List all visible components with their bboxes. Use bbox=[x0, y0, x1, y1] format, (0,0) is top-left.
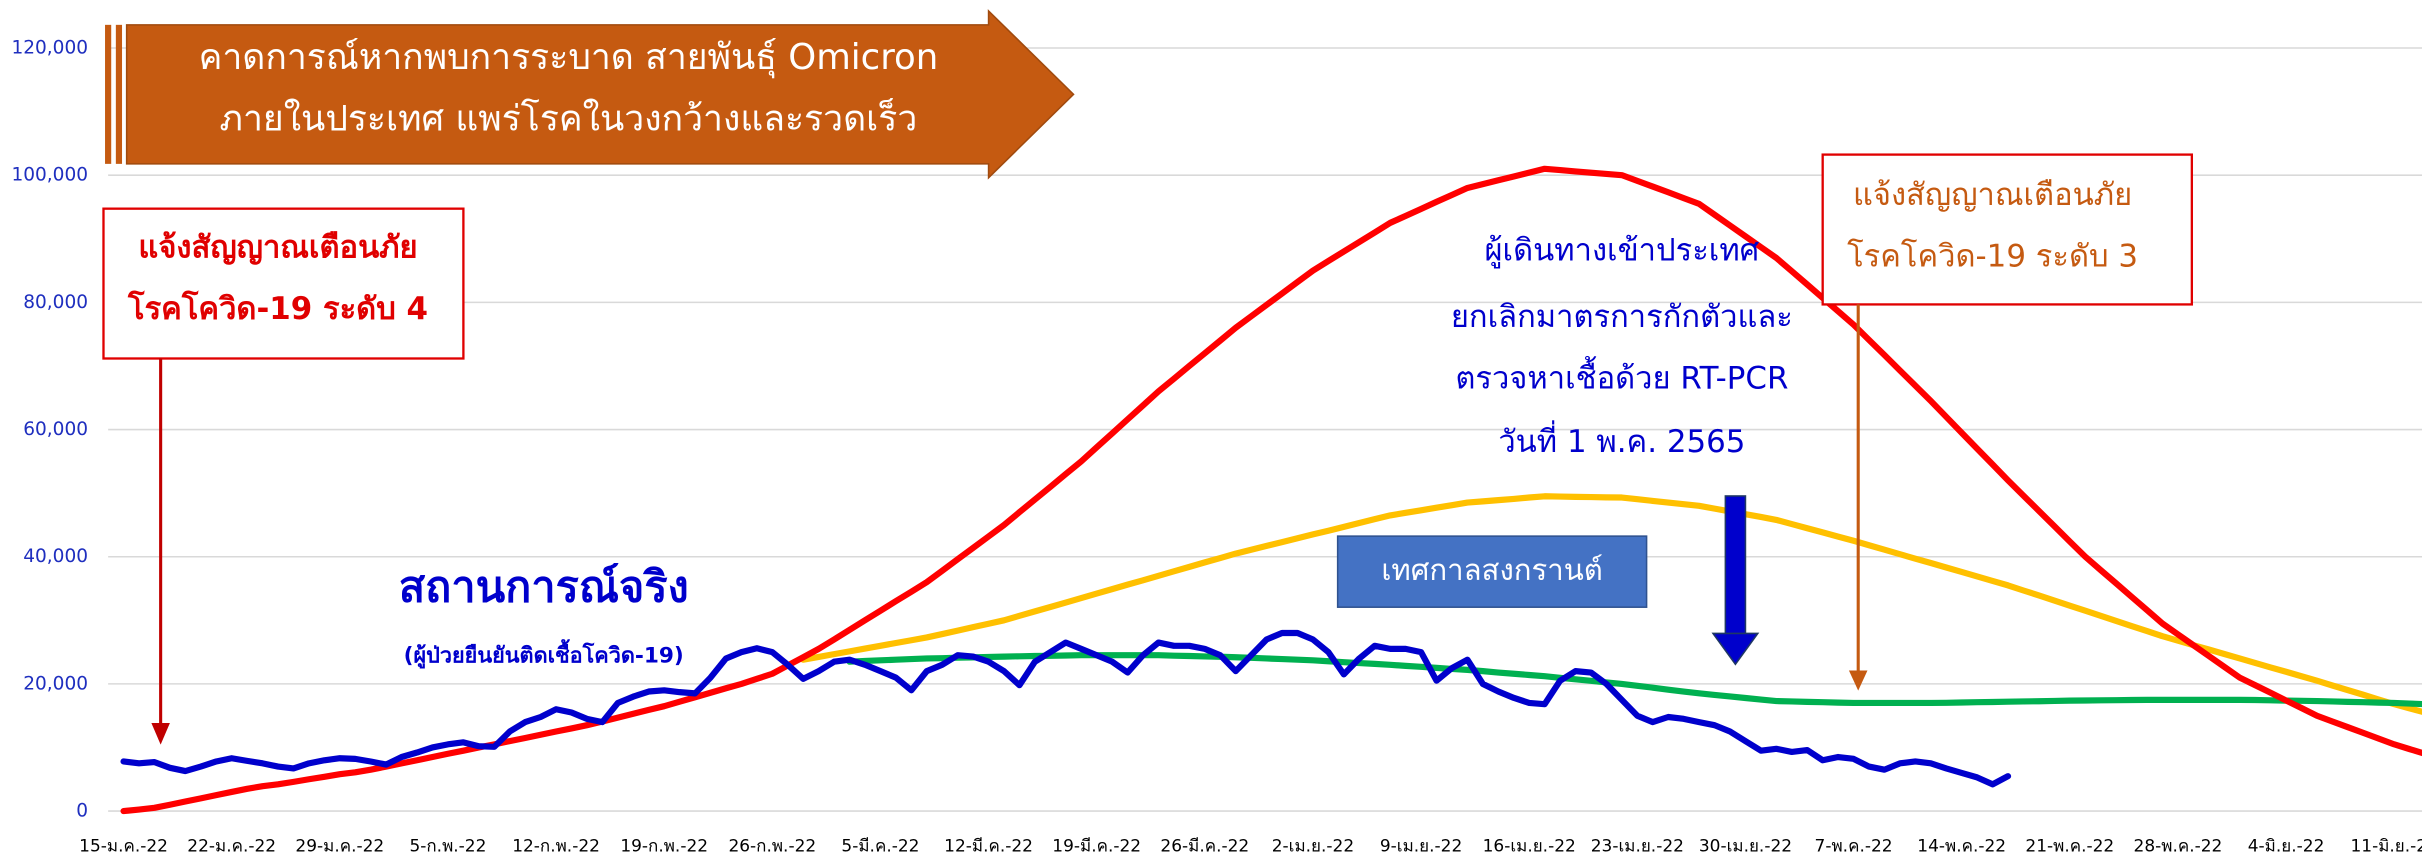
series-line bbox=[846, 652, 2422, 708]
x-tick-label: 15-ม.ค.-22 bbox=[79, 837, 168, 856]
alert-level-3: แจ้งสัญญาณเตือนภัย โรคโควิด-19 ระดับ 3 bbox=[1821, 153, 2194, 691]
x-tick-label: 28-พ.ค.-22 bbox=[2134, 837, 2223, 856]
y-tick-label: 0 bbox=[76, 801, 88, 822]
annotation: โรคโควิด-19 ระดับ 3 bbox=[1847, 239, 2138, 275]
down-arrow bbox=[1711, 495, 1760, 666]
arrow-head bbox=[151, 723, 170, 745]
x-tick-label: 16-เม.ย.-22 bbox=[1483, 837, 1576, 856]
x-tick-label: 9-เม.ย.-22 bbox=[1380, 837, 1462, 856]
y-tick-label: 60,000 bbox=[23, 419, 88, 440]
y-tick-label: 80,000 bbox=[23, 292, 88, 313]
banner-bar bbox=[105, 24, 112, 164]
series-line bbox=[120, 629, 2012, 788]
title-banner: คาดการณ์หากพบการระบาด สายพันธุ์ Omicron … bbox=[105, 9, 1075, 180]
annotation: (ผู้ป่วยยืนยันติดเชื้อโควิด-19) bbox=[404, 639, 684, 670]
x-tick-label: 22-ม.ค.-22 bbox=[187, 837, 276, 856]
x-tick-label: 11-มิ.ย.-22 bbox=[2350, 837, 2422, 856]
series-line bbox=[120, 165, 2422, 815]
annotation: แจ้งสัญญาณเตือนภัย bbox=[138, 229, 417, 265]
x-tick-label: 19-ก.พ.-22 bbox=[620, 837, 708, 856]
y-tick-label: 120,000 bbox=[11, 38, 88, 59]
annotation: โรคโควิด-19 ระดับ 4 bbox=[127, 290, 428, 327]
x-tick-label: 14-พ.ค.-22 bbox=[1917, 837, 2006, 856]
x-tick-label: 21-พ.ค.-22 bbox=[2025, 837, 2114, 856]
travel-note: ผู้เดินทางเข้าประเทศ ยกเลิกมาตรการกักตัว… bbox=[1451, 232, 1793, 460]
annotation-box bbox=[102, 207, 465, 360]
x-tick-label: 12-มี.ค.-22 bbox=[944, 837, 1033, 856]
annotation-box bbox=[1821, 153, 2194, 306]
annotation: วันที่ 1 พ.ค. 2565 bbox=[1498, 420, 1745, 460]
chart-title: ภายในประเทศ แพร่โรคในวงกว้างและรวดเร็ว bbox=[220, 98, 918, 140]
x-tick-label: 26-มี.ค.-22 bbox=[1160, 837, 1249, 856]
x-tick-label: 30-เม.ย.-22 bbox=[1699, 837, 1792, 856]
annotation: เทศกาลสงกรานต์ bbox=[1381, 553, 1602, 587]
y-tick-label: 20,000 bbox=[23, 673, 88, 694]
x-tick-label: 4-มิ.ย.-22 bbox=[2248, 837, 2325, 856]
x-tick-label: 19-มี.ค.-22 bbox=[1052, 837, 1141, 856]
annotation: ยกเลิกมาตรการกักตัวและ bbox=[1451, 299, 1793, 335]
y-tick-label: 40,000 bbox=[23, 546, 88, 567]
annotation: สถานการณ์จริง bbox=[399, 563, 689, 613]
x-tick-label: 26-ก.พ.-22 bbox=[728, 837, 816, 856]
x-tick-label: 29-ม.ค.-22 bbox=[295, 837, 384, 856]
x-tick-label: 12-ก.พ.-22 bbox=[512, 837, 600, 856]
x-tick-label: 7-พ.ค.-22 bbox=[1815, 837, 1893, 856]
x-tick-label: 5-ก.พ.-22 bbox=[409, 837, 486, 856]
x-tick-label: 23-เม.ย.-22 bbox=[1591, 837, 1684, 856]
arrow-head bbox=[1848, 670, 1868, 691]
series-line bbox=[800, 493, 2422, 715]
banner-arrow bbox=[125, 9, 1075, 180]
annotation: ผู้เดินทางเข้าประเทศ bbox=[1484, 232, 1759, 268]
lines bbox=[120, 165, 2422, 815]
banner-bar bbox=[115, 24, 123, 164]
alert-level-4: แจ้งสัญญาณเตือนภัย โรคโควิด-19 ระดับ 4 bbox=[102, 207, 465, 745]
y-tick-label: 100,000 bbox=[11, 165, 88, 186]
arrow-head bbox=[1711, 632, 1760, 666]
chart-title: คาดการณ์หากพบการระบาด สายพันธุ์ Omicron bbox=[199, 37, 939, 78]
annotation: ตรวจหาเชื้อด้วย RT-PCR bbox=[1455, 356, 1788, 397]
x-tick-label: 2-เม.ย.-22 bbox=[1272, 837, 1354, 856]
arrow-shaft bbox=[1724, 495, 1747, 636]
x-tick-label: 5-มี.ค.-22 bbox=[841, 837, 919, 856]
annotation-box bbox=[1336, 535, 1648, 608]
annotation: แจ้งสัญญาณเตือนภัย bbox=[1853, 177, 2132, 213]
